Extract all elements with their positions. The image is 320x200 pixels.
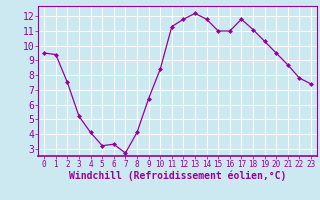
X-axis label: Windchill (Refroidissement éolien,°C): Windchill (Refroidissement éolien,°C): [69, 171, 286, 181]
